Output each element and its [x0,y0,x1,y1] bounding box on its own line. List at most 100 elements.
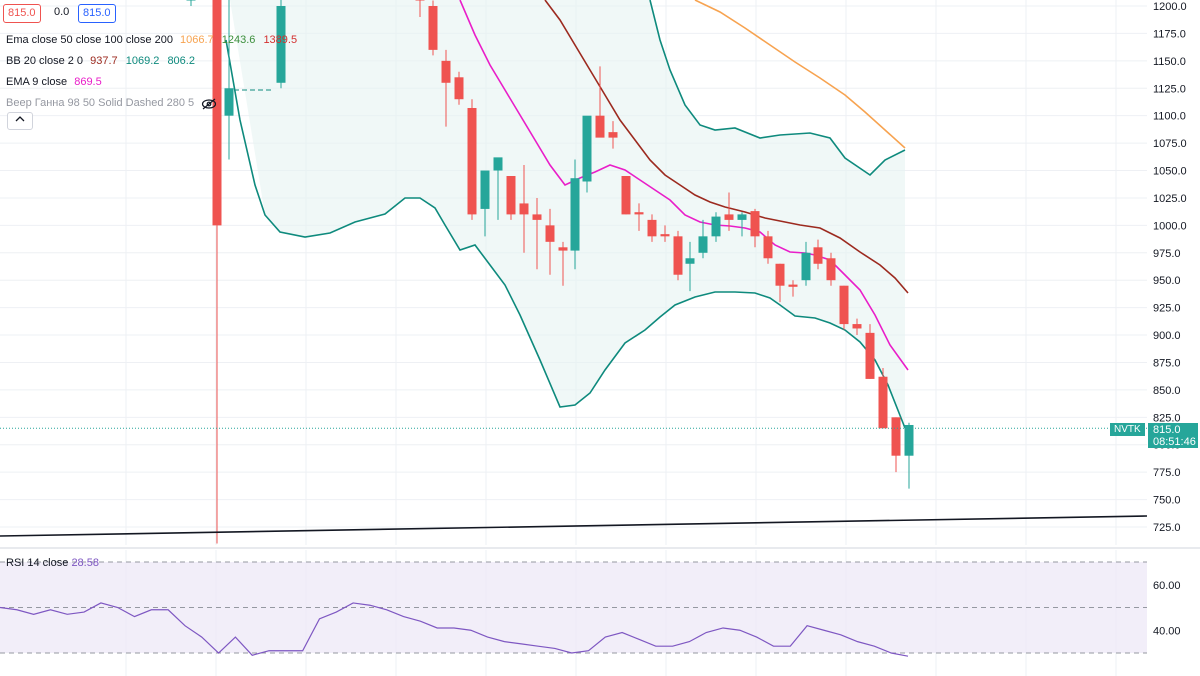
y-tick-label: 925.0 [1153,303,1181,315]
candle-body [224,88,234,116]
candle-body [698,236,708,253]
candle-body [467,108,477,215]
eye-crossed-icon[interactable] [201,97,217,110]
candle-body [685,258,695,264]
last-price-tag: 815.0 08:51:46 [1148,423,1198,448]
candle-body [634,212,644,215]
candle-body [558,247,568,251]
candle-body [186,0,196,1]
candle-body [891,417,901,456]
candle-body [852,324,862,329]
y-tick-label: 1175.0 [1153,28,1186,40]
y-tick-label: 725.0 [1153,522,1181,534]
legend-bb[interactable]: BB 20 close 2 0 937.7 1069.2 806.2 [6,51,302,72]
bollinger-fill [230,0,905,428]
y-tick-label: 1000.0 [1153,220,1187,232]
candle-body [212,0,222,226]
rsi-legend[interactable]: RSI 14 close 28.58 [6,557,99,569]
legend-gann[interactable]: Веер Ганна 98 50 Solid Dashed 280 5 [6,93,302,114]
rsi-tick-label: 40.00 [1153,625,1181,637]
candle-body [904,424,914,456]
y-tick-label: 750.0 [1153,495,1181,507]
candle-body [441,60,451,83]
legend-bb-value-1: 937.7 [90,55,118,67]
bollinger-upper-line [649,0,906,177]
y-tick-label: 1025.0 [1153,193,1187,205]
sell-price-box[interactable]: 815.0 [3,4,41,23]
legend-collapse-button[interactable] [7,112,33,130]
buy-price-box[interactable]: 815.0 [78,4,116,23]
y-tick-label: 900.0 [1153,330,1181,342]
candle-body [570,178,580,251]
candle-body [750,211,760,237]
candle-body [737,214,747,220]
candle-body [532,214,542,220]
candle-body [545,225,555,242]
y-tick-label: 825.0 [1153,412,1181,424]
y-tick-label: 775.0 [1153,467,1181,479]
y-tick-label: 875.0 [1153,357,1181,369]
candle-body [763,236,773,259]
legend-ema-value-1: 1066.7 [180,34,214,46]
legend-ema[interactable]: Ema close 50 close 100 close 200 1066.7 … [6,30,302,51]
candle-body [608,132,618,138]
legend-ema-label: Ema close 50 close 100 close 200 [6,34,173,46]
legend-ema9-label: EMA 9 close [6,76,68,88]
gann-fan-line [0,515,1148,537]
y-tick-label: 1150.0 [1153,56,1186,68]
candle-body [865,332,875,379]
y-tick-label: 1200.0 [1153,1,1187,13]
legend-ema-value-3: 1389.5 [263,34,298,46]
y-tick-label: 1075.0 [1153,138,1187,150]
chevron-up-icon [15,115,25,126]
legend-gann-label: Веер Ганна 98 50 Solid Dashed 280 5 [6,97,195,109]
candle-body [506,176,516,215]
candle-body [801,252,811,281]
legend-bb-value-2: 1069.2 [125,55,160,67]
rsi-line [0,602,909,657]
candle-body [878,376,888,429]
last-price-value: 815.0 [1153,424,1181,436]
symbol-tag: NVTK [1110,423,1145,436]
legend-ema-value-2: 1243.6 [221,34,256,46]
y-tick-label: 850.0 [1153,385,1181,397]
candle-body [775,263,785,286]
rsi-label: RSI 14 close [6,557,69,569]
rsi-value: 28.58 [71,557,99,569]
candle-body [582,115,592,182]
candle-body [480,170,490,209]
candle-body [428,6,438,50]
bollinger-lower-line [225,39,906,429]
candle-body [839,285,849,325]
candle-body [454,77,464,100]
candle-body [724,214,734,220]
candle-body [276,6,286,83]
candle-body [711,216,721,237]
legend-bb-value-3: 806.2 [167,55,195,67]
indicator-legend: Ema close 50 close 100 close 200 1066.7 … [6,30,302,114]
y-tick-label: 1100.0 [1153,111,1186,123]
rsi-tick-label: 60.00 [1153,580,1181,592]
candle-body [493,157,503,171]
spread-value: 0.0 [54,6,70,18]
bar-countdown: 08:51:46 [1153,436,1196,448]
y-tick-label: 1050.0 [1153,166,1187,178]
candle-body [660,234,670,237]
candle-body [595,115,605,138]
candle-body [826,258,836,281]
candle-body [813,247,823,264]
ema50-line [694,0,906,149]
legend-ema9-value: 869.5 [74,76,102,88]
candle-body [621,176,631,215]
y-tick-label: 1125.0 [1153,83,1186,95]
legend-ema9[interactable]: EMA 9 close 869.5 [6,72,302,93]
candle-body [673,236,683,275]
candle-body [647,219,657,237]
y-tick-label: 950.0 [1153,275,1181,287]
candle-body [519,203,529,215]
candle-body [415,0,425,1]
legend-bb-label: BB 20 close 2 0 [6,55,84,67]
y-tick-label: 975.0 [1153,248,1181,260]
candle-body [788,284,798,287]
